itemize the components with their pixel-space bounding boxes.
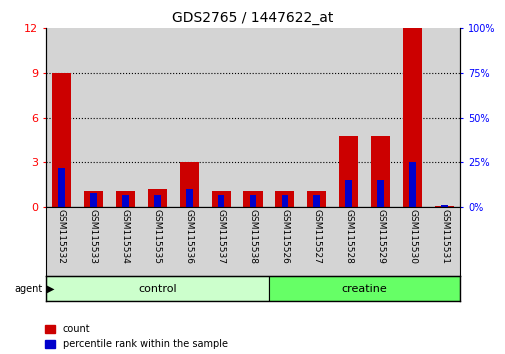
Bar	[58, 168, 65, 207]
Bar	[154, 195, 160, 207]
Text: GSM115527: GSM115527	[312, 209, 321, 264]
Legend: count, percentile rank within the sample: count, percentile rank within the sample	[45, 324, 227, 349]
Bar	[370, 136, 389, 207]
Bar	[313, 195, 320, 207]
Bar	[377, 180, 383, 207]
Text: GSM115530: GSM115530	[407, 209, 416, 264]
Text: GSM115535: GSM115535	[153, 209, 162, 264]
Bar	[109, 28, 141, 207]
Bar	[402, 28, 421, 207]
Bar	[90, 193, 96, 207]
Bar	[440, 205, 447, 207]
Text: GSM115534: GSM115534	[121, 209, 130, 264]
Bar	[249, 195, 256, 207]
Bar	[307, 191, 326, 207]
Bar	[269, 276, 460, 301]
Bar	[236, 28, 269, 207]
Bar	[345, 180, 351, 207]
Bar	[84, 191, 103, 207]
Bar	[45, 28, 77, 207]
Bar	[77, 28, 109, 207]
Bar	[179, 162, 198, 207]
Text: agent: agent	[15, 284, 43, 293]
Text: GSM115526: GSM115526	[280, 209, 289, 264]
Text: GSM115532: GSM115532	[57, 209, 66, 264]
Bar	[217, 195, 224, 207]
Bar	[332, 28, 364, 207]
Bar	[338, 136, 358, 207]
Bar	[122, 195, 128, 207]
Bar	[211, 191, 230, 207]
Bar	[52, 73, 71, 207]
Text: ▶: ▶	[46, 284, 54, 293]
Bar	[281, 195, 288, 207]
Text: GDS2765 / 1447622_at: GDS2765 / 1447622_at	[172, 11, 333, 25]
Bar	[141, 28, 173, 207]
Bar	[300, 28, 332, 207]
Bar	[205, 28, 236, 207]
Text: GSM115529: GSM115529	[375, 209, 384, 264]
Bar	[409, 162, 415, 207]
Bar	[364, 28, 396, 207]
Text: creatine: creatine	[341, 284, 387, 293]
Text: GSM115528: GSM115528	[343, 209, 352, 264]
Bar	[45, 276, 269, 301]
Bar	[434, 206, 453, 207]
Bar	[173, 28, 205, 207]
Bar	[147, 189, 167, 207]
Text: GSM115536: GSM115536	[184, 209, 193, 264]
Bar	[428, 28, 460, 207]
Bar	[275, 191, 294, 207]
Text: GSM115531: GSM115531	[439, 209, 448, 264]
Bar	[185, 189, 192, 207]
Bar	[116, 191, 135, 207]
Text: GSM115533: GSM115533	[89, 209, 98, 264]
Text: GSM115537: GSM115537	[216, 209, 225, 264]
Bar	[269, 28, 300, 207]
Bar	[396, 28, 428, 207]
Text: control: control	[138, 284, 176, 293]
Bar	[243, 191, 262, 207]
Text: GSM115538: GSM115538	[248, 209, 257, 264]
